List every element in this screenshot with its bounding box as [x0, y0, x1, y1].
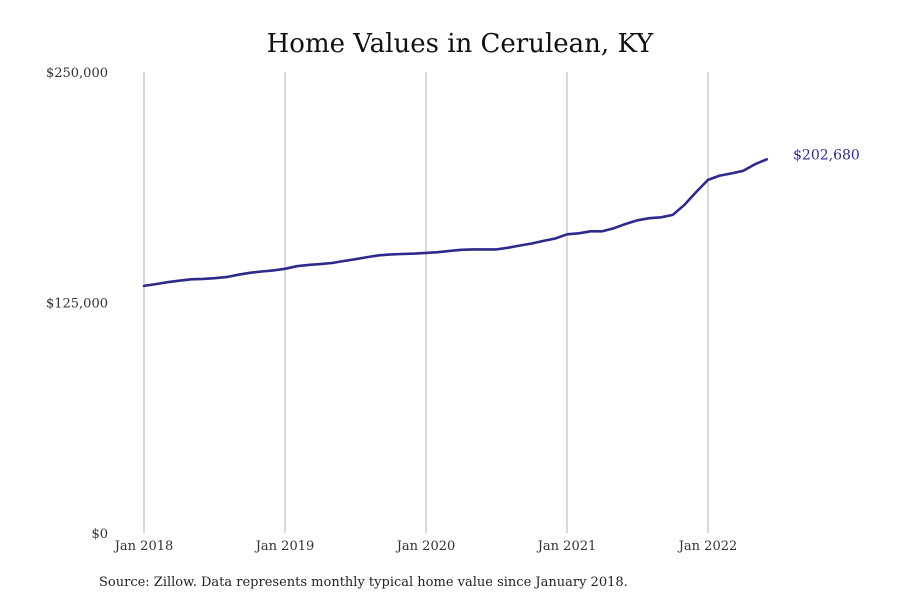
x-tick-label: Jan 2019 — [254, 539, 315, 554]
chart-title: Home Values in Cerulean, KY — [267, 29, 655, 59]
x-tick-label: Jan 2021 — [536, 539, 597, 554]
y-axis-tick-labels: $0 $125,000 $250,000 — [46, 66, 108, 542]
x-tick-label: Jan 2020 — [395, 539, 456, 554]
source-note: Source: Zillow. Data represents monthly … — [99, 575, 628, 590]
latest-value-label: $202,680 — [793, 147, 860, 163]
x-tick-label: Jan 2022 — [677, 539, 738, 554]
home-value-line — [142, 158, 769, 288]
y-tick-label: $125,000 — [46, 297, 108, 312]
x-tick-label: Jan 2018 — [113, 539, 174, 554]
vertical-grid-lines — [143, 72, 709, 533]
y-tick-label: $250,000 — [46, 66, 108, 81]
x-axis-tick-labels: Jan 2018 Jan 2019 Jan 2020 Jan 2021 Jan 2022 — [113, 539, 738, 554]
y-tick-label: $0 — [91, 527, 108, 542]
